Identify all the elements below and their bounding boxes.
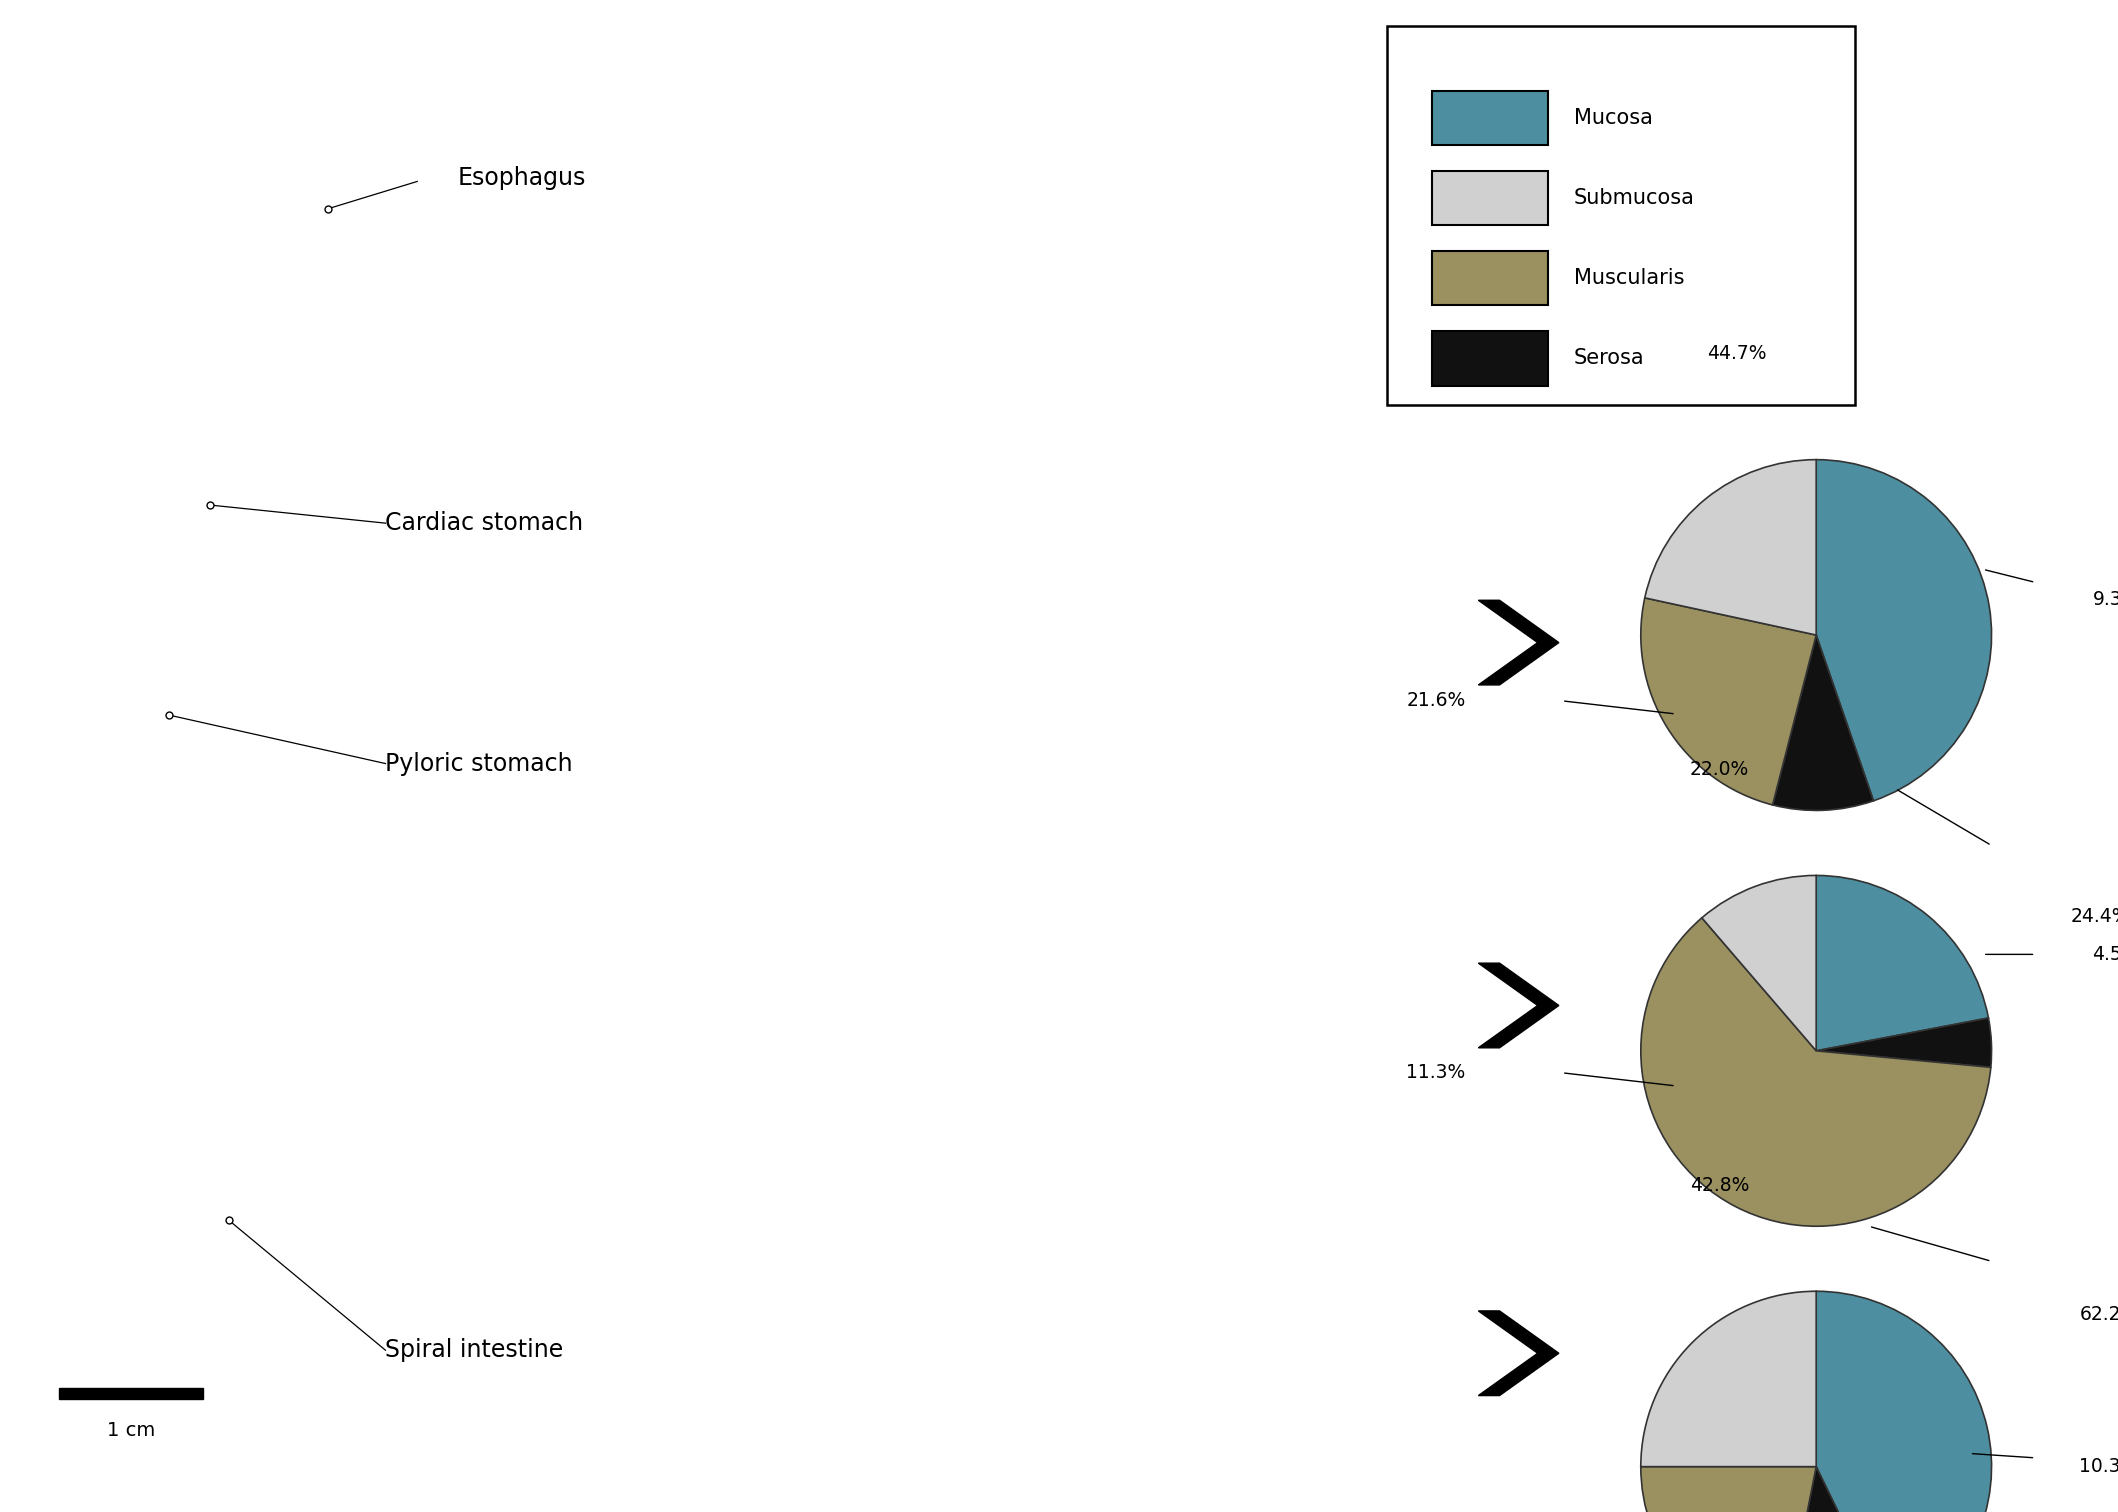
Polygon shape [1478, 963, 1559, 1048]
Wedge shape [1815, 460, 1991, 801]
Wedge shape [1641, 918, 1991, 1226]
Text: Spiral intestine: Spiral intestine [385, 1338, 563, 1362]
Text: Submucosa: Submucosa [1574, 187, 1694, 209]
Wedge shape [1641, 597, 1817, 804]
Text: Pyloric stomach: Pyloric stomach [385, 751, 574, 776]
Polygon shape [1478, 600, 1559, 685]
Text: Cardiac stomach: Cardiac stomach [385, 511, 585, 535]
Wedge shape [1773, 635, 1874, 810]
Text: 10.3%: 10.3% [2080, 1458, 2118, 1476]
Text: 4.5%: 4.5% [2093, 945, 2118, 963]
Wedge shape [1641, 1467, 1817, 1512]
Wedge shape [1781, 1467, 1893, 1512]
Text: 44.7%: 44.7% [1707, 345, 1766, 363]
Wedge shape [1815, 875, 1989, 1051]
FancyBboxPatch shape [1387, 26, 1855, 405]
Wedge shape [1646, 460, 1817, 635]
Text: Mucosa: Mucosa [1574, 107, 1652, 129]
Bar [1432, 331, 1548, 386]
Bar [1432, 171, 1548, 225]
Bar [59, 1388, 203, 1399]
Text: 24.4%: 24.4% [2071, 907, 2118, 925]
Text: 21.6%: 21.6% [1406, 691, 1466, 711]
Text: Serosa: Serosa [1574, 348, 1644, 369]
Text: Esophagus: Esophagus [457, 166, 587, 191]
Wedge shape [1703, 875, 1817, 1051]
Polygon shape [1478, 1311, 1559, 1396]
Text: 1 cm: 1 cm [108, 1421, 155, 1441]
Bar [1432, 91, 1548, 145]
Text: 22.0%: 22.0% [1690, 761, 1749, 779]
Text: 62.2%: 62.2% [2080, 1305, 2118, 1325]
Text: Muscularis: Muscularis [1574, 268, 1684, 289]
Wedge shape [1817, 1018, 1991, 1067]
Text: 11.3%: 11.3% [1406, 1063, 1466, 1083]
Bar [1432, 251, 1548, 305]
Text: 9.3%: 9.3% [2093, 591, 2118, 609]
Wedge shape [1641, 1291, 1817, 1467]
Text: 42.8%: 42.8% [1690, 1176, 1749, 1194]
Wedge shape [1815, 1291, 1991, 1512]
